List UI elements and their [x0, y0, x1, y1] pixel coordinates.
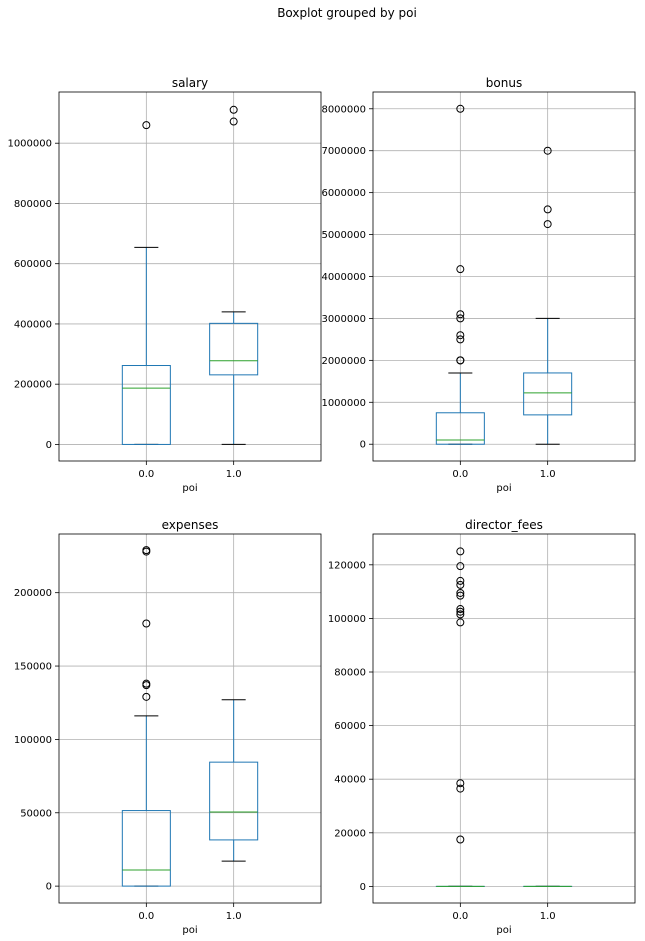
subplot-salary: 0 200000 400000 600000 800000 1000000 0.0 1.0 sa…	[7, 76, 322, 494]
y-tick-label: 1000000	[7, 139, 52, 150]
outlier-point	[142, 679, 151, 688]
y-tick-label: 150000	[14, 662, 52, 673]
x-tick-label: 1.0	[540, 911, 556, 922]
outlier-point	[456, 576, 465, 585]
subplot-expenses: 0 50000 100000 150000 200000 0.0 1.0 expenses po…	[14, 518, 322, 936]
x-axis-label: poi	[496, 925, 511, 936]
outlier-point	[229, 117, 238, 126]
outlier-point	[543, 205, 552, 214]
outlier-point	[456, 610, 465, 619]
outlier-point	[142, 619, 151, 628]
iqr-box	[121, 810, 171, 887]
y-tick-label: 6000000	[321, 188, 366, 199]
outlier-point	[456, 265, 465, 274]
box-1.0[interactable]	[209, 699, 259, 862]
subplot-director-fees: 0 20000 40000 60000 80000 100000 120000 0.0 1.0 d…	[328, 518, 636, 936]
outlier-point	[456, 104, 465, 113]
y-tick-label: 0	[46, 882, 52, 893]
outlier-point	[456, 314, 465, 323]
axes-frame	[372, 91, 636, 462]
axes-frame	[372, 533, 636, 904]
y-tick-label: 20000	[334, 828, 366, 839]
iqr-box	[121, 365, 171, 445]
iqr-box	[209, 761, 259, 841]
box-0.0[interactable]	[435, 547, 485, 887]
subplot-title: director_fees	[465, 518, 543, 532]
subplot-title: expenses	[162, 518, 219, 532]
outlier-point	[456, 835, 465, 844]
outlier-point	[456, 605, 465, 614]
y-tick-label: 60000	[334, 721, 366, 732]
outlier-point	[142, 546, 151, 555]
y-tick-label: 800000	[14, 199, 52, 210]
iqr-box	[209, 322, 259, 376]
subplot-bonus: 0 1000000 2000000 3000000 4000000 5000000 6000…	[321, 76, 636, 494]
outlier-point	[456, 588, 465, 597]
outlier-point	[456, 779, 465, 788]
y-tick-label: 0	[360, 882, 366, 893]
iqr-box	[523, 372, 573, 416]
outlier-point	[456, 618, 465, 627]
y-tick-label: 100000	[14, 735, 52, 746]
y-tick-label: 3000000	[321, 314, 366, 325]
y-tick-label: 400000	[14, 319, 52, 330]
outlier-point	[456, 562, 465, 571]
x-tick-label: 1.0	[540, 469, 556, 480]
outlier-point	[456, 784, 465, 793]
outlier-point	[456, 607, 465, 616]
y-tick-label: 200000	[14, 588, 52, 599]
outlier-point	[456, 331, 465, 340]
x-axis-label: poi	[182, 483, 197, 494]
x-tick-label: 0.0	[138, 911, 154, 922]
y-tick-label: 0	[360, 440, 366, 451]
x-axis-label: poi	[182, 925, 197, 936]
outlier-point	[142, 121, 151, 130]
y-tick-label: 0	[46, 440, 52, 451]
x-tick-label: 0.0	[452, 469, 468, 480]
x-axis-label: poi	[496, 483, 511, 494]
outlier-point	[456, 335, 465, 344]
box-1.0[interactable]	[523, 146, 573, 445]
box-0.0[interactable]	[121, 546, 171, 887]
x-tick-label: 0.0	[452, 911, 468, 922]
x-tick-label: 1.0	[226, 469, 242, 480]
y-tick-label: 1000000	[321, 398, 366, 409]
figure-suptitle: Boxplot grouped by poi	[277, 6, 417, 20]
outlier-point	[456, 580, 465, 589]
box-0.0[interactable]	[121, 121, 171, 445]
y-tick-label: 50000	[20, 808, 52, 819]
outlier-point	[456, 547, 465, 556]
y-tick-label: 100000	[328, 614, 366, 625]
subplot-title: bonus	[486, 76, 522, 90]
y-tick-label: 8000000	[321, 104, 366, 115]
box-1.0[interactable]	[209, 105, 259, 445]
y-tick-label: 200000	[14, 380, 52, 391]
outlier-point	[543, 146, 552, 155]
outlier-point	[142, 692, 151, 701]
y-tick-label: 7000000	[321, 146, 366, 157]
x-tick-label: 1.0	[226, 911, 242, 922]
axes-frame	[58, 91, 322, 462]
y-tick-label: 2000000	[321, 356, 366, 367]
outlier-point	[456, 356, 465, 365]
outlier-point	[229, 105, 238, 114]
y-tick-label: 5000000	[321, 230, 366, 241]
y-tick-label: 600000	[14, 259, 52, 270]
outlier-point	[456, 591, 465, 600]
x-tick-label: 0.0	[138, 469, 154, 480]
y-tick-label: 120000	[328, 560, 366, 571]
iqr-box	[435, 412, 485, 445]
box-0.0[interactable]	[435, 104, 485, 445]
axes-frame	[58, 533, 322, 904]
y-tick-label: 80000	[334, 668, 366, 679]
outlier-point	[456, 310, 465, 319]
y-tick-label: 4000000	[321, 272, 366, 283]
subplot-title: salary	[172, 76, 208, 90]
y-tick-label: 40000	[334, 775, 366, 786]
outlier-point	[543, 220, 552, 229]
